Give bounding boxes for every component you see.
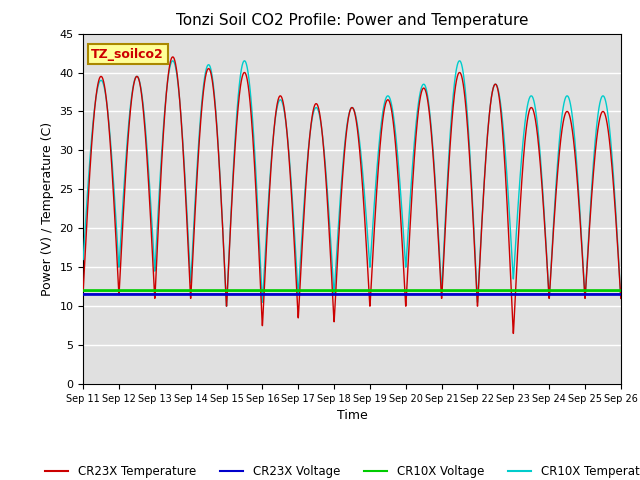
Text: TZ_soilco2: TZ_soilco2 bbox=[92, 48, 164, 60]
Legend: CR23X Temperature, CR23X Voltage, CR10X Voltage, CR10X Temperature: CR23X Temperature, CR23X Voltage, CR10X … bbox=[40, 461, 640, 480]
Y-axis label: Power (V) / Temperature (C): Power (V) / Temperature (C) bbox=[41, 122, 54, 296]
Title: Tonzi Soil CO2 Profile: Power and Temperature: Tonzi Soil CO2 Profile: Power and Temper… bbox=[176, 13, 528, 28]
X-axis label: Time: Time bbox=[337, 409, 367, 422]
